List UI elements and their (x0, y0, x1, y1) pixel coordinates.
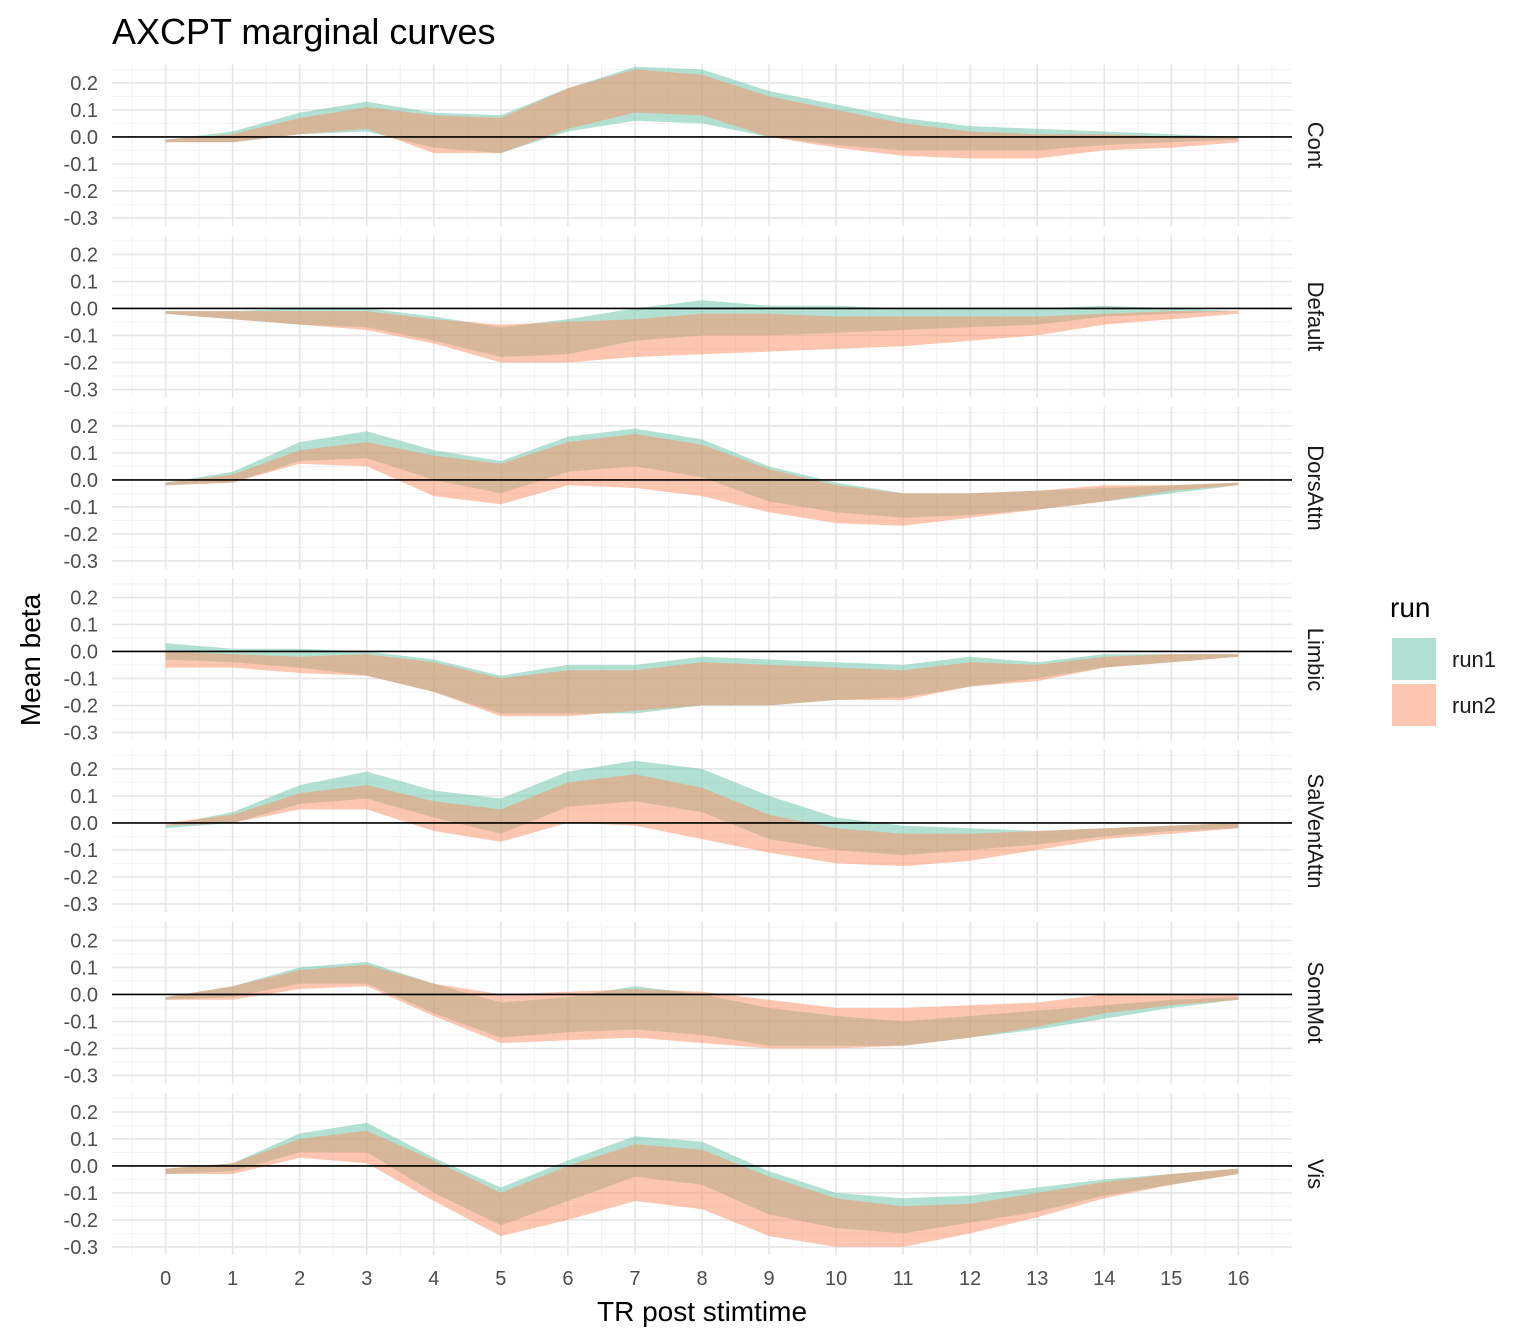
y-tick-label: 0.1 (70, 614, 98, 636)
y-tick-label: 0.0 (70, 127, 98, 149)
y-tick-label: 0.2 (70, 1102, 98, 1124)
facet-panels: 0.2 0.1 0.0 -0.1 -0.2 -0.3 Cont 0.2 0.1 0.0 -0.1 -0… (64, 64, 1328, 1259)
y-tick-label: -0.1 (64, 325, 98, 347)
y-tick-label: -0.2 (64, 524, 98, 546)
legend-key-run1 (1392, 638, 1436, 680)
y-tick-label: -0.2 (64, 1210, 98, 1232)
y-tick-label: 0.1 (70, 786, 98, 808)
y-tick-label: -0.2 (64, 867, 98, 889)
y-tick-label: 0.1 (70, 957, 98, 979)
y-tick-label: -0.3 (64, 1237, 98, 1259)
x-tick-label: 13 (1026, 1268, 1048, 1290)
ribbon-run2 (165, 1130, 1239, 1247)
y-tick-label: 0.2 (70, 73, 98, 95)
y-tick-label: -0.1 (64, 497, 98, 519)
x-tick-label: 6 (562, 1268, 573, 1290)
y-tick-label: -0.3 (64, 379, 98, 401)
y-tick-label: 0.1 (70, 1129, 98, 1151)
y-tick-label: 0.2 (70, 587, 98, 609)
panel-default: 0.2 0.1 0.0 -0.1 -0.2 -0.3 Default (64, 235, 1328, 401)
y-tick-label: -0.3 (64, 1065, 98, 1087)
panel-vis: 0.2 0.1 0.0 -0.1 -0.2 -0.3 Vis (64, 1093, 1328, 1259)
y-tick-label: 0.2 (70, 416, 98, 438)
y-tick-label: -0.2 (64, 352, 98, 374)
x-axis-label: TR post stimtime (597, 1296, 807, 1327)
strip-label: Cont (1303, 122, 1328, 168)
y-tick-label: -0.1 (64, 1183, 98, 1205)
ribbon-run2 (165, 964, 1239, 1049)
x-tick-label: 11 (893, 1268, 914, 1290)
strip-label: DorsAttn (1303, 445, 1328, 531)
x-tick-label: 16 (1227, 1268, 1249, 1290)
x-tick-label: 15 (1160, 1268, 1182, 1290)
x-tick-label: 5 (495, 1268, 506, 1290)
x-tick-label: 3 (361, 1268, 372, 1290)
chart-title: AXCPT marginal curves (112, 11, 495, 52)
panel-cont: 0.2 0.1 0.0 -0.1 -0.2 -0.3 Cont (64, 64, 1328, 230)
y-tick-label: 0.0 (70, 641, 98, 663)
y-tick-label: 0.0 (70, 813, 98, 835)
y-tick-label: -0.2 (64, 1038, 98, 1060)
y-tick-label: -0.3 (64, 894, 98, 916)
legend-key-run2 (1392, 684, 1436, 726)
ribbon-run2 (165, 774, 1239, 867)
y-tick-label: 0.1 (70, 443, 98, 465)
x-tick-label: 10 (825, 1268, 847, 1290)
y-tick-label: 0.0 (70, 984, 98, 1006)
y-tick-label: -0.3 (64, 551, 98, 573)
legend-label-run2: run2 (1452, 693, 1496, 718)
y-tick-label: -0.3 (64, 722, 98, 744)
panel-sommot: 0.2 0.1 0.0 -0.1 -0.2 -0.3 SomMot (64, 921, 1328, 1087)
panel-dorsattn: 0.2 0.1 0.0 -0.1 -0.2 -0.3 DorsAttn (64, 407, 1328, 573)
legend: run run1 run2 (1390, 592, 1496, 726)
y-tick-label: 0.2 (70, 930, 98, 952)
y-tick-label: 0.0 (70, 1156, 98, 1178)
panel-salventattn: 0.2 0.1 0.0 -0.1 -0.2 -0.3 SalVentAttn (64, 750, 1328, 916)
y-tick-label: 0.1 (70, 271, 98, 293)
x-tick-label: 1 (227, 1268, 238, 1290)
legend-label-run1: run1 (1452, 647, 1496, 672)
panel-limbic: 0.2 0.1 0.0 -0.1 -0.2 -0.3 Limbic (64, 578, 1328, 744)
x-tick-label: 2 (294, 1268, 305, 1290)
strip-label: Limbic (1303, 628, 1328, 692)
y-tick-label: 0.1 (70, 100, 98, 122)
y-tick-label: 0.0 (70, 470, 98, 492)
strip-label: SomMot (1303, 962, 1328, 1044)
y-tick-label: -0.1 (64, 840, 98, 862)
y-tick-label: -0.2 (64, 695, 98, 717)
y-tick-label: -0.3 (64, 208, 98, 230)
y-tick-label: 0.0 (70, 298, 98, 320)
x-tick-label: 0 (160, 1268, 171, 1290)
y-axis-label: Mean beta (15, 593, 46, 726)
y-tick-label: -0.1 (64, 668, 98, 690)
x-tick-label: 14 (1093, 1268, 1115, 1290)
strip-label: SalVentAttn (1303, 774, 1328, 889)
ribbon-run2 (165, 311, 1239, 363)
ribbon-run2 (165, 651, 1239, 717)
legend-title: run (1390, 592, 1430, 623)
x-tick-label: 4 (428, 1268, 439, 1290)
y-tick-label: -0.1 (64, 154, 98, 176)
y-tick-label: -0.2 (64, 181, 98, 203)
y-tick-label: -0.1 (64, 1011, 98, 1033)
strip-label: Vis (1303, 1159, 1328, 1189)
x-tick-label: 9 (763, 1268, 774, 1290)
x-tick-label: 12 (959, 1268, 981, 1290)
x-tick-label: 7 (629, 1268, 640, 1290)
strip-label: Default (1303, 282, 1328, 352)
y-tick-label: 0.2 (70, 244, 98, 266)
y-tick-label: 0.2 (70, 759, 98, 781)
x-axis-ticks: 0 1 2 3 4 5 6 7 8 9 10 11 12 13 14 15 16 (160, 1268, 1249, 1290)
x-tick-label: 8 (696, 1268, 707, 1290)
